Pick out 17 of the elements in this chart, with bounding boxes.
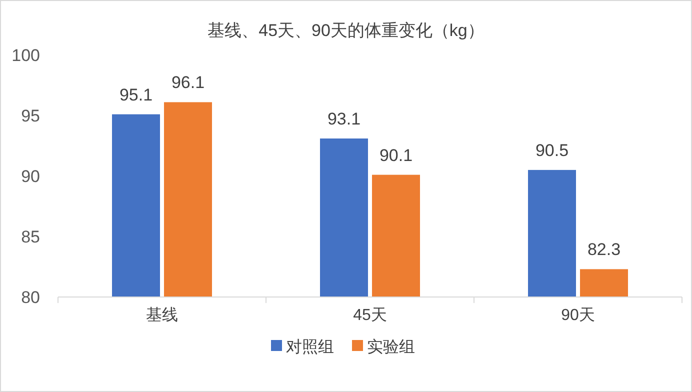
data-label: 93.1: [327, 110, 361, 128]
title: 基线、45天、90天的体重变化（kg）: [208, 21, 484, 40]
data-label: 90.1: [379, 146, 413, 165]
ytick: 80: [21, 288, 40, 307]
ytick: 100: [12, 46, 40, 65]
ytick: 95: [21, 106, 40, 126]
ytick: 85: [21, 228, 40, 246]
data-label: 95.1: [119, 85, 153, 104]
ytick: 90: [21, 167, 40, 186]
legend-label: 实验组: [367, 338, 415, 356]
data-label: 82.3: [587, 240, 621, 260]
data-label: 96.1: [171, 73, 205, 92]
legend-label: 对照组: [286, 338, 334, 356]
xtick: 45天: [353, 307, 387, 324]
xtick: 基线: [146, 307, 178, 324]
xtick: 90天: [561, 307, 595, 324]
data-label: 90.5: [535, 140, 569, 160]
